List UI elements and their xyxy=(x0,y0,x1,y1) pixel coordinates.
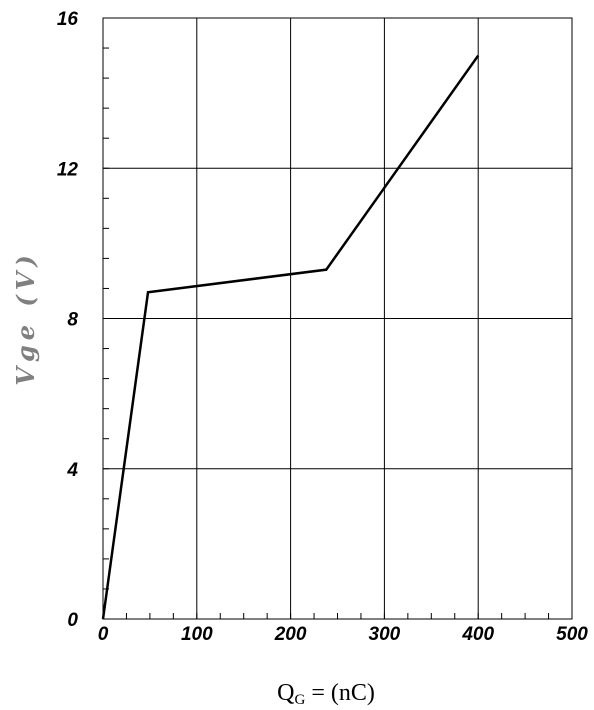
y-tick-labels: 0 4 8 12 16 xyxy=(57,9,79,631)
x-axis-label-rest: = (nC) xyxy=(305,680,375,706)
y-tick-label: 12 xyxy=(57,159,79,180)
x-tick-labels: 0 100 200 300 400 500 xyxy=(98,624,589,645)
x-tick-label: 200 xyxy=(274,624,307,645)
series xyxy=(101,54,480,620)
y-tick-label: 0 xyxy=(67,610,78,631)
series-line xyxy=(101,54,480,620)
x-axis-label: QG = (nC) xyxy=(277,680,375,708)
y-tick-label: 4 xyxy=(66,460,78,481)
x-tick-label: 0 xyxy=(98,624,109,645)
x-tick-label: 300 xyxy=(369,624,401,645)
grid xyxy=(102,17,573,620)
x-axis-label-subscript: G xyxy=(294,692,305,708)
x-tick-label: 500 xyxy=(556,624,588,645)
y-axis-label: Vge (V) xyxy=(11,250,40,385)
y-tick-label: 8 xyxy=(67,310,78,331)
x-axis-label-main: Q xyxy=(277,680,294,706)
y-tick-label: 16 xyxy=(57,9,79,30)
x-tick-label: 400 xyxy=(461,624,494,645)
x-tick-label: 100 xyxy=(181,624,213,645)
